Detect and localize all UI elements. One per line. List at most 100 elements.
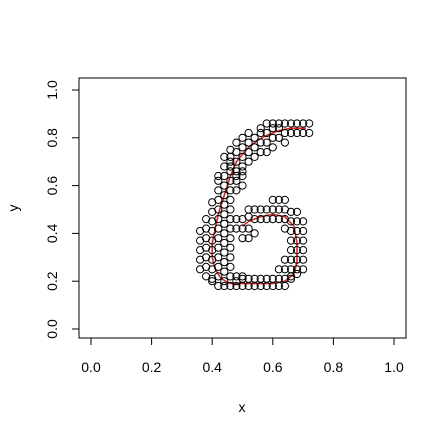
data-point — [238, 224, 247, 233]
data-point — [292, 226, 302, 236]
data-point — [232, 215, 241, 224]
data-point — [238, 167, 247, 176]
data-point — [274, 124, 283, 133]
data-point — [256, 205, 265, 214]
data-point — [220, 219, 229, 228]
data-point — [250, 274, 259, 283]
data-point — [299, 265, 308, 274]
data-point — [220, 210, 229, 219]
data-point — [256, 215, 265, 224]
data-point — [268, 133, 277, 142]
data-point — [268, 205, 277, 214]
data-point — [238, 171, 247, 181]
data-point — [256, 274, 265, 283]
data-point — [274, 274, 283, 283]
y-axis: 0.0 0.2 0.4 0.6 0.8 1.0 — [44, 80, 80, 339]
x-tick-label: 0.0 — [81, 359, 101, 375]
data-point — [232, 138, 241, 147]
data-point — [292, 246, 302, 255]
data-point — [244, 224, 253, 233]
data-point — [226, 195, 235, 204]
data-point — [214, 281, 223, 291]
data-point — [214, 186, 223, 195]
data-point — [238, 181, 247, 190]
data-point — [250, 215, 259, 224]
data-point — [244, 128, 253, 138]
data-point — [256, 128, 265, 138]
data-point — [226, 224, 235, 233]
data-point — [232, 148, 241, 157]
data-point — [226, 157, 235, 166]
data-point — [244, 234, 253, 243]
data-point — [238, 162, 247, 171]
data-point — [274, 265, 283, 274]
data-point — [232, 186, 241, 195]
data-point — [220, 248, 229, 257]
data-point — [238, 152, 247, 161]
data-point — [250, 133, 259, 142]
data-point — [232, 281, 241, 291]
data-point — [292, 217, 302, 226]
data-point — [262, 138, 271, 147]
data-point — [299, 226, 308, 236]
data-point — [286, 226, 296, 236]
data-point — [274, 215, 283, 224]
data-point — [244, 157, 253, 166]
data-point — [220, 171, 229, 181]
data-point — [286, 274, 296, 283]
data-point — [299, 119, 308, 128]
data-point — [268, 195, 277, 204]
x-tick-label: 0.6 — [263, 359, 283, 375]
data-point — [214, 224, 223, 233]
data-point — [274, 195, 283, 204]
y-tick-label: 0.8 — [44, 128, 60, 148]
data-point — [286, 119, 296, 128]
data-point — [262, 119, 271, 128]
data-point — [280, 128, 289, 138]
data-point — [256, 138, 265, 147]
data-point — [220, 191, 229, 200]
x-axis-title: x — [239, 399, 246, 415]
data-point — [305, 128, 314, 138]
data-point — [220, 258, 229, 267]
data-point — [244, 138, 253, 147]
x-tick-label: 0.2 — [142, 359, 162, 375]
data-point — [250, 152, 259, 161]
data-point — [244, 274, 253, 283]
data-point — [226, 253, 235, 262]
data-point — [299, 255, 308, 264]
data-point — [299, 128, 308, 138]
data-point — [214, 272, 223, 281]
data-point — [220, 267, 229, 276]
data-point — [214, 243, 223, 252]
data-point — [262, 215, 271, 224]
data-point — [220, 181, 229, 190]
data-point — [238, 274, 247, 283]
data-point — [286, 207, 296, 216]
data-point — [292, 119, 302, 128]
data-point — [262, 205, 271, 214]
data-point — [220, 238, 229, 248]
data-point — [268, 274, 277, 283]
data-point — [226, 162, 235, 171]
data-point — [280, 138, 289, 147]
data-point — [250, 205, 259, 214]
data-point — [292, 269, 302, 279]
points-layer — [196, 119, 314, 291]
data-point — [226, 167, 235, 176]
data-point — [244, 205, 253, 214]
x-tick-label: 1.0 — [384, 359, 404, 375]
data-point — [299, 246, 308, 255]
data-point — [256, 148, 265, 157]
data-point — [214, 262, 223, 271]
data-point — [262, 148, 271, 157]
data-point — [256, 124, 265, 133]
data-point — [214, 171, 223, 181]
data-point — [232, 167, 241, 176]
data-point — [238, 133, 247, 142]
x-tick-label: 0.8 — [324, 359, 344, 375]
data-point — [280, 119, 289, 128]
data-point — [226, 234, 235, 243]
y-tick-label: 0.6 — [44, 176, 60, 196]
